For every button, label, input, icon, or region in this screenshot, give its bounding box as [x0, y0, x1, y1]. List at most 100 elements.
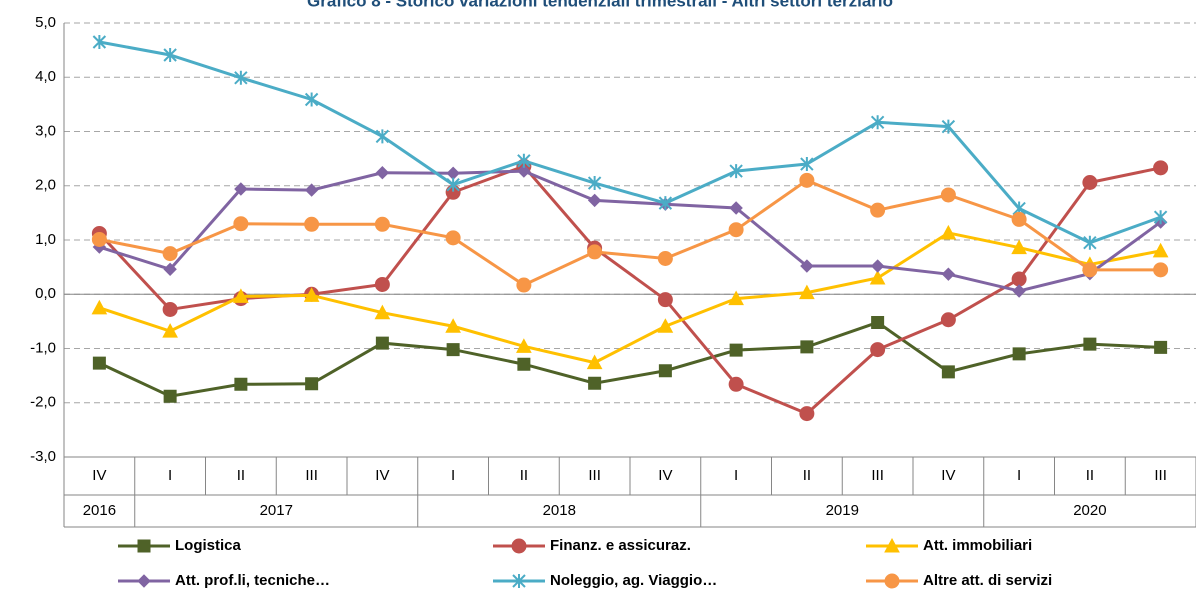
x-tick-label: I [1017, 467, 1021, 484]
marker [233, 288, 249, 303]
legend-marker [512, 574, 526, 588]
marker [517, 153, 531, 168]
x-tick-label: IV [941, 467, 955, 484]
legend-marker [884, 573, 900, 589]
series-line [98, 320, 1161, 398]
series-line [99, 178, 1161, 287]
x-tick-label: III [588, 467, 601, 484]
marker [729, 343, 743, 357]
legend-label: Att. prof.li, tecniche… [175, 572, 330, 589]
marker [800, 259, 814, 273]
marker [92, 34, 107, 49]
marker [657, 250, 673, 266]
marker [375, 166, 390, 180]
marker [375, 336, 389, 350]
marker [658, 364, 672, 378]
marker [586, 354, 603, 370]
legend-label: Noleggio, ag. Viaggio… [550, 572, 717, 589]
year-label: 2017 [260, 502, 293, 519]
marker [91, 231, 107, 247]
legend-label: Altre att. di servizi [923, 572, 1052, 589]
y-tick-label: 4,0 [35, 68, 56, 85]
x-tick-label: III [305, 467, 318, 484]
legend-marker [884, 537, 900, 553]
marker [516, 338, 532, 353]
marker [940, 187, 956, 203]
marker [234, 70, 248, 85]
x-tick-label: IV [92, 467, 106, 484]
legend-label: Att. immobiliari [923, 537, 1032, 554]
marker [374, 276, 390, 292]
marker [870, 342, 886, 358]
marker [1153, 262, 1169, 278]
marker [374, 216, 390, 232]
marker [799, 284, 815, 300]
legend-marker [137, 574, 151, 588]
marker [729, 164, 743, 179]
marker [92, 356, 106, 370]
y-tick-label: 1,0 [35, 231, 56, 248]
year-label: 2016 [83, 502, 116, 519]
legend-marker [137, 539, 151, 553]
marker [1153, 160, 1169, 176]
marker [1154, 340, 1168, 354]
marker [799, 406, 815, 422]
marker [1011, 271, 1027, 287]
marker [940, 312, 956, 328]
marker [729, 201, 743, 215]
y-tick-label: -1,0 [30, 339, 56, 356]
year-label: 2019 [826, 502, 859, 519]
x-tick-label: II [803, 467, 811, 484]
marker [162, 301, 178, 317]
chart-title: Grafico 8 - Storico variazioni tendenzia… [307, 0, 893, 10]
x-tick-label: I [168, 467, 172, 484]
marker [446, 166, 460, 180]
x-tick-label: III [1154, 467, 1167, 484]
marker [303, 287, 320, 302]
marker [588, 376, 602, 390]
marker [1082, 175, 1098, 190]
marker [233, 216, 249, 232]
marker [162, 323, 178, 338]
marker [445, 318, 461, 333]
marker [234, 182, 248, 196]
x-tick-label: IV [375, 467, 389, 484]
legend-label: Logistica [175, 537, 242, 554]
marker [445, 230, 461, 246]
y-tick-label: -2,0 [30, 394, 56, 411]
series-line [98, 169, 1162, 293]
x-tick-label: II [520, 467, 528, 484]
marker [800, 340, 814, 354]
marker [870, 259, 885, 273]
marker [869, 269, 886, 285]
marker [163, 48, 177, 63]
marker [799, 172, 815, 188]
marker [517, 357, 531, 371]
series-line [99, 40, 1162, 245]
marker [870, 115, 885, 130]
marker [163, 262, 177, 277]
marker [728, 376, 744, 392]
marker [374, 304, 391, 320]
marker [234, 377, 248, 391]
marker [870, 202, 886, 218]
marker [375, 129, 390, 144]
marker [1083, 337, 1097, 351]
marker [1082, 262, 1098, 278]
marker [728, 290, 744, 306]
marker [1152, 242, 1169, 258]
year-label: 2020 [1073, 502, 1106, 519]
x-tick-label: I [734, 467, 738, 484]
marker [587, 193, 602, 208]
marker [728, 222, 744, 238]
x-tick-label: I [451, 467, 455, 484]
marker [800, 157, 814, 172]
marker [940, 224, 957, 240]
y-tick-label: -3,0 [30, 448, 56, 465]
marker [304, 216, 320, 232]
marker [517, 164, 531, 178]
legend-label: Finanz. e assicuraz. [550, 537, 691, 554]
marker [1011, 239, 1027, 255]
